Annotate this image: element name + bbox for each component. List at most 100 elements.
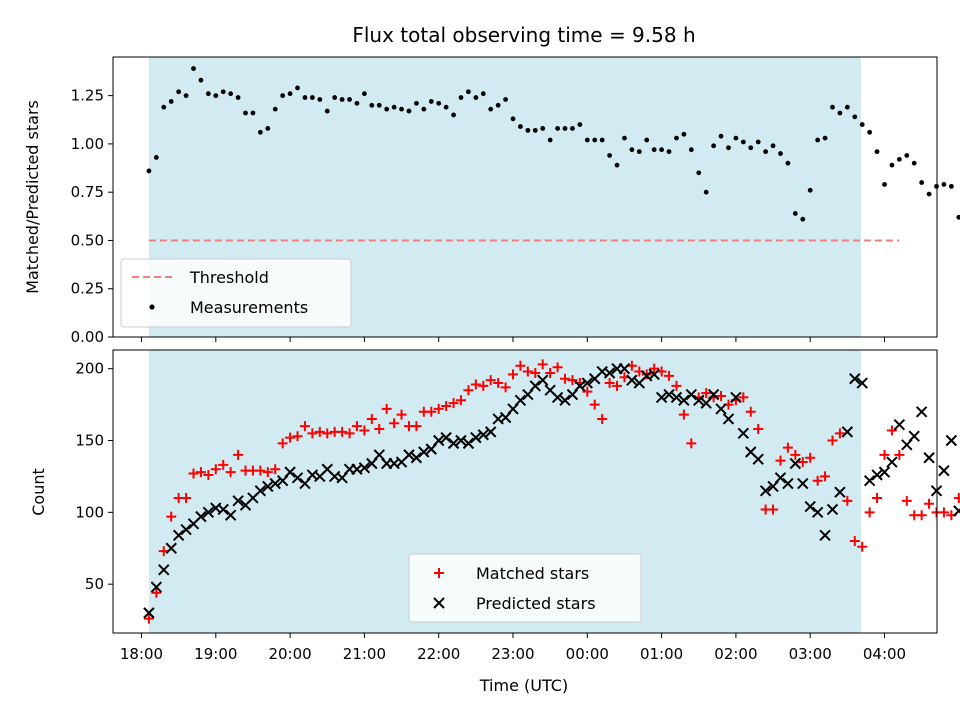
predicted-point xyxy=(269,477,281,490)
x-tick-label: 23:00 xyxy=(491,645,534,663)
measurement-point xyxy=(146,168,152,174)
measurement-point xyxy=(852,114,858,120)
measurement-point xyxy=(443,104,449,110)
x-tick-label: 20:00 xyxy=(268,645,311,663)
matched-point xyxy=(820,471,831,482)
top-legend-box xyxy=(120,258,352,328)
measurement-point xyxy=(384,106,390,112)
measurement-point xyxy=(919,180,925,185)
predicted-point xyxy=(470,431,482,444)
predicted-point xyxy=(693,394,705,406)
matched-point xyxy=(812,475,823,486)
matched-point xyxy=(210,464,221,475)
predicted-point xyxy=(358,462,371,474)
predicted-point xyxy=(871,469,883,481)
measurement-point xyxy=(622,135,627,141)
bottom-x-ticks: 18:00 19:00 20:00 21:00 22:00 23:00 00:00 01:00… xyxy=(120,633,906,663)
measurement-point xyxy=(317,97,323,102)
matched-point xyxy=(307,428,318,439)
predicted-point xyxy=(529,380,541,392)
measurement-point xyxy=(577,122,583,127)
measurement-point xyxy=(369,102,375,108)
matched-point xyxy=(604,378,615,389)
predicted-point xyxy=(150,581,163,593)
matched-point xyxy=(805,452,816,463)
measurement-point xyxy=(480,91,486,97)
predicted-point xyxy=(165,542,177,554)
predicted-point xyxy=(945,434,958,447)
measurement-point xyxy=(421,106,427,112)
matched-point xyxy=(359,425,370,436)
measurement-point xyxy=(324,108,330,114)
measurement-point xyxy=(926,191,932,197)
predicted-point xyxy=(804,500,816,513)
matched-point xyxy=(612,380,623,391)
matched-point xyxy=(545,367,556,378)
matched-point xyxy=(344,428,355,439)
measurement-point xyxy=(547,137,553,143)
matched-point xyxy=(225,467,236,478)
matched-point xyxy=(292,431,303,442)
predicted-point xyxy=(172,529,185,542)
predicted-point xyxy=(863,475,876,487)
matched-point xyxy=(277,438,288,449)
predicted-point xyxy=(707,388,720,401)
matched-point xyxy=(470,379,481,390)
top-axes-frame xyxy=(112,56,938,338)
matched-point xyxy=(834,428,845,439)
predicted-point xyxy=(447,437,460,450)
matched-point xyxy=(203,469,214,480)
matched-point xyxy=(195,467,206,478)
measurement-point xyxy=(503,97,508,102)
matched-point xyxy=(530,367,541,378)
measurement-point xyxy=(904,153,910,158)
measurement-point xyxy=(458,95,464,100)
predicted-point xyxy=(143,607,155,619)
matched-point xyxy=(582,386,593,397)
y-tick-label: 150 xyxy=(75,432,104,450)
matched-point xyxy=(916,510,927,521)
matched-point xyxy=(233,449,244,460)
predicted-point xyxy=(893,418,906,431)
matched-point xyxy=(716,390,727,401)
predicted-point xyxy=(789,457,802,470)
predicted-point xyxy=(418,446,430,458)
predicted-point xyxy=(626,374,638,386)
measurement-point xyxy=(941,182,947,187)
predicted-point xyxy=(826,503,839,516)
x-tick-label: 22:00 xyxy=(417,645,460,663)
predicted-point xyxy=(410,452,423,464)
measurement-point xyxy=(555,126,560,131)
measurement-point xyxy=(636,149,642,155)
measurement-point xyxy=(815,137,821,143)
matched-point xyxy=(493,378,504,389)
measurement-point xyxy=(488,106,494,112)
matched-point xyxy=(641,369,652,380)
matched-point xyxy=(515,360,526,371)
predicted-point xyxy=(603,367,616,379)
matched-point xyxy=(314,426,325,437)
measurement-point xyxy=(599,137,605,143)
x-tick-label: 01:00 xyxy=(640,645,683,663)
matched-point xyxy=(686,438,697,449)
measurement-point xyxy=(220,89,226,95)
predicted-point xyxy=(915,406,928,418)
measurement-point xyxy=(755,139,761,145)
predicted-point xyxy=(618,362,631,375)
measurement-point xyxy=(183,93,189,99)
measurement-point xyxy=(882,182,887,187)
predicted-point xyxy=(217,503,229,516)
measurement-point xyxy=(451,112,456,118)
predicted-point xyxy=(938,464,950,477)
measurement-point xyxy=(629,147,635,153)
matched-point xyxy=(285,432,296,443)
measurement-point xyxy=(168,99,174,104)
measurement-point xyxy=(198,77,204,83)
matched-point xyxy=(143,613,154,624)
predicted-point xyxy=(752,453,764,465)
predicted-point xyxy=(262,480,274,493)
matched-point xyxy=(337,426,348,437)
matched-point xyxy=(768,504,779,515)
measurement-point xyxy=(399,106,404,112)
predicted-point xyxy=(195,510,207,523)
